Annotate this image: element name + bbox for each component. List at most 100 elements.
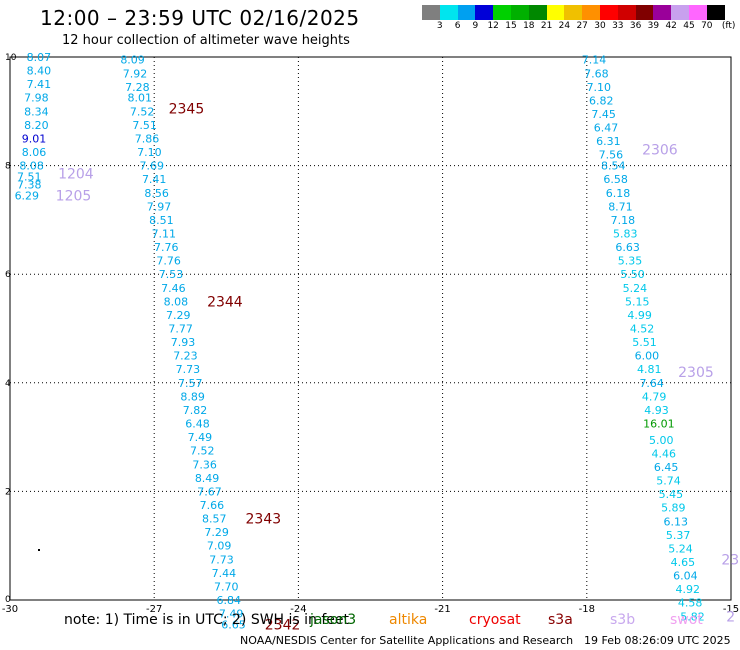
- wave-height-value: 6.58: [603, 173, 628, 186]
- wave-height-value: 7.51: [17, 170, 42, 183]
- wave-height-value: 7.92: [123, 67, 148, 80]
- wave-height-value: 7.36: [192, 458, 217, 471]
- color-swatch: [422, 5, 440, 20]
- wave-height-value: 9.01: [22, 132, 47, 145]
- y-tick-label: 8: [5, 162, 11, 172]
- color-scale-tick-label: 15: [505, 21, 517, 31]
- wave-height-value: 7.93: [171, 336, 196, 349]
- wave-height-value: 4.79: [642, 390, 667, 403]
- footnote: note: 1) Time is in UTC; 2) SWH is in fe…: [64, 612, 350, 628]
- wave-height-value: 6.29: [15, 189, 40, 202]
- wave-height-value: 5.51: [632, 336, 657, 349]
- y-tick-label: 0: [5, 595, 11, 605]
- color-scale-tick-label: 42: [665, 21, 677, 31]
- wave-height-value: 4.92: [675, 583, 700, 596]
- x-tick-label: -27: [146, 604, 162, 615]
- stray-dot: [38, 549, 40, 551]
- y-tick-label: 10: [5, 53, 17, 63]
- wave-height-value: 5.89: [661, 502, 686, 515]
- color-scale-tick-label: 3: [436, 21, 443, 31]
- wave-height-value: 7.73: [209, 553, 234, 566]
- wave-height-value: 6.13: [663, 515, 688, 528]
- color-scale-tick-label: 12: [487, 21, 499, 31]
- wave-height-value: 7.73: [176, 363, 201, 376]
- wave-height-value: 7.29: [204, 526, 229, 539]
- color-swatch: [653, 5, 672, 20]
- wave-height-value: 4.81: [637, 363, 662, 376]
- color-scale-tick-label: 70: [701, 21, 713, 31]
- wave-height-value: 7.56: [599, 149, 624, 162]
- wave-height-value: 8.57: [202, 513, 227, 526]
- wave-height-value: 7.29: [166, 309, 191, 322]
- legend-item-swot: swot: [670, 612, 703, 628]
- wave-height-value: 7.82: [183, 404, 208, 417]
- color-scale-unit: (ft): [721, 21, 736, 31]
- color-scale-tick-label: 39: [647, 21, 660, 31]
- wave-height-value: 6.63: [615, 241, 640, 254]
- legend-item-s3b: s3b: [610, 612, 636, 628]
- color-scale-labels: 3 6 9 12 15 18 21 24 27 30 33 36 39 42 45 70 (ft): [422, 21, 740, 33]
- wave-height-value: 7.76: [154, 241, 179, 254]
- legend-item-altika: altika: [389, 612, 428, 628]
- color-scale-tick-label: 36: [629, 21, 642, 31]
- wave-height-value: 8.06: [22, 146, 47, 159]
- pass-time-label: 2: [726, 609, 735, 625]
- wave-height-value: 7.41: [27, 78, 52, 91]
- color-swatch: [564, 5, 583, 20]
- wave-height-value: 7.49: [219, 608, 244, 621]
- wave-height-value: 6.82: [589, 94, 614, 107]
- wave-height-value: 7.97: [147, 200, 172, 213]
- wave-height-value: 5.24: [668, 542, 693, 555]
- pass-time-label: 2306: [642, 142, 678, 158]
- wave-height-value: 7.11: [152, 227, 177, 240]
- wave-height-value: 7.18: [611, 214, 636, 227]
- wave-height-value: 4.99: [627, 309, 652, 322]
- wave-height-value: 6.18: [606, 187, 631, 200]
- color-swatch: [688, 5, 707, 20]
- wave-height-value: 7.46: [161, 282, 186, 295]
- wave-height-value: 6.45: [654, 461, 679, 474]
- wave-height-value: 8.89: [180, 390, 205, 403]
- wave-height-value: 7.64: [639, 377, 664, 390]
- pass-time-label: 1205: [56, 188, 92, 204]
- wave-height-value: 5.00: [649, 434, 674, 447]
- pass-time-label: 2305: [678, 365, 714, 381]
- wave-height-value: 8.20: [24, 119, 49, 132]
- wave-height-value: 6.04: [673, 570, 698, 583]
- wave-height-value: 6.84: [216, 594, 241, 607]
- wave-height-value: 4.46: [651, 447, 676, 460]
- wave-height-value: 7.77: [168, 323, 193, 336]
- wave-height-value: 7.49: [188, 431, 213, 444]
- wave-height-value: 4.65: [671, 556, 696, 569]
- wave-height-value: 7.86: [135, 132, 160, 145]
- wave-height-value: 5.15: [625, 295, 650, 308]
- wave-height-value: 7.10: [137, 146, 162, 159]
- color-scale-tick-label: 45: [683, 21, 695, 31]
- wave-height-value: 7.41: [142, 173, 167, 186]
- wave-height-value: 8.34: [24, 105, 49, 118]
- wave-height-value: 8.54: [601, 160, 626, 173]
- color-swatch: [439, 5, 458, 20]
- wave-height-value: 4.93: [644, 404, 669, 417]
- x-tick-label: -30: [2, 604, 18, 615]
- generated-timestamp: 19 Feb 08:26:09 UTC 2025: [584, 634, 731, 647]
- wave-height-value: 7.67: [197, 485, 222, 498]
- pass-time-label: 23: [721, 552, 739, 568]
- wave-height-value: 7.10: [587, 81, 612, 94]
- chart-title: 12:00 – 23:59 UTC 02/16/2025: [40, 6, 360, 30]
- color-swatch: [671, 5, 689, 20]
- wave-height-value: 7.14: [582, 54, 607, 67]
- wave-height-value: 8.71: [608, 200, 633, 213]
- color-swatch: [582, 5, 600, 20]
- color-swatch: [617, 5, 636, 20]
- color-scale-tick-label: 33: [612, 21, 624, 31]
- color-swatch: [457, 5, 476, 20]
- pass-time-label: 2343: [246, 512, 282, 528]
- x-tick-label: -15: [723, 604, 739, 615]
- color-scale-tick-label: 27: [576, 21, 588, 31]
- wave-height-value: 7.51: [132, 119, 157, 132]
- pass-time-label: 2342: [265, 617, 301, 633]
- wave-height-value: 7.52: [130, 105, 155, 118]
